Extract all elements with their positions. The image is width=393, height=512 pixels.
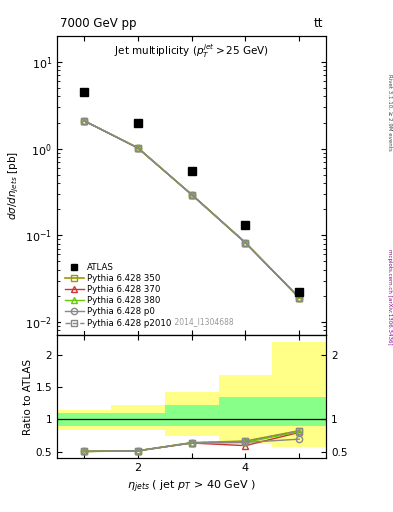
Y-axis label: Ratio to ATLAS: Ratio to ATLAS <box>23 359 33 435</box>
Text: Jet multiplicity ($p_T^{jet}>$25 GeV): Jet multiplicity ($p_T^{jet}>$25 GeV) <box>114 42 269 60</box>
Legend: ATLAS, Pythia 6.428 350, Pythia 6.428 370, Pythia 6.428 380, Pythia 6.428 p0, Py: ATLAS, Pythia 6.428 350, Pythia 6.428 37… <box>61 260 175 331</box>
Text: ATLAS_2014_I1304688: ATLAS_2014_I1304688 <box>148 317 235 326</box>
Y-axis label: $d\sigma/dn_{jets}$ [pb]: $d\sigma/dn_{jets}$ [pb] <box>7 151 21 220</box>
X-axis label: $\eta_{jets}$ ( jet $p_T$ > 40 GeV ): $\eta_{jets}$ ( jet $p_T$ > 40 GeV ) <box>127 479 256 495</box>
Text: Rivet 3.1.10, ≥ 2.9M events: Rivet 3.1.10, ≥ 2.9M events <box>387 74 392 151</box>
Text: tt: tt <box>314 17 323 30</box>
Text: mcplots.cern.ch [arXiv:1306.3436]: mcplots.cern.ch [arXiv:1306.3436] <box>387 249 392 345</box>
Text: 7000 GeV pp: 7000 GeV pp <box>60 17 136 30</box>
